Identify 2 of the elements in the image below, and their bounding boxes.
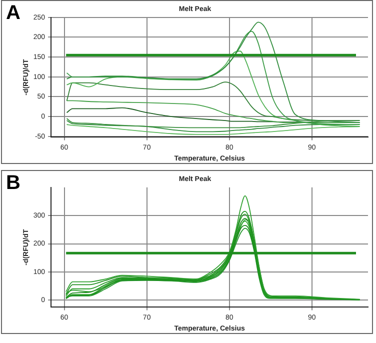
- text: B: [6, 172, 20, 194]
- text: A: [6, 2, 20, 24]
